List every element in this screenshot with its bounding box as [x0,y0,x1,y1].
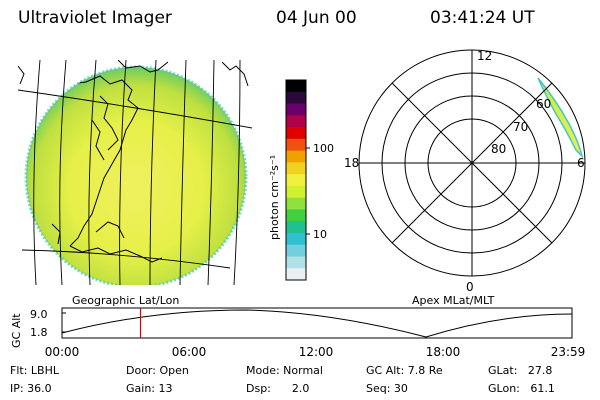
colorbar-segment [286,209,306,222]
colorbar-segment [286,185,306,199]
colorbar-segment [286,197,306,210]
earth-disk [26,67,246,285]
altitude-ytick-label-high: 9.0 [30,308,48,321]
xtick-label-1200: 12:00 [299,345,334,359]
colorbar-segment [286,232,306,246]
time-label: 03:41:24 UT [430,8,535,28]
colorbar-segment [286,256,306,269]
colorbar-unit-label: photon cm⁻²s⁻¹ [268,155,281,240]
info-mode: Mode: Normal [246,364,323,377]
colorbar-label-100: 100 [313,142,334,155]
colorbar-segment [286,103,306,116]
mlt-label-0: 0 [466,280,474,294]
colorbar-segment [286,162,306,175]
app-title: Ultraviolet Imager [18,8,172,28]
polar-diagonal-2 [391,82,553,244]
geographic-image [18,60,252,285]
info-ip: IP: 36.0 [10,382,52,395]
xtick-label-1800: 18:00 [426,345,461,359]
date-label: 04 Jun 00 [276,8,357,28]
colorbar-segment [286,150,306,163]
colorbar-segment [286,174,306,187]
info-flt: Flt: LBHL [10,364,59,377]
colorbar-segment [286,80,306,93]
mlat-label-60: 60 [536,97,551,111]
colorbar [286,80,306,281]
info-gain: Gain: 13 [126,382,173,395]
altitude-curve [61,309,573,338]
colorbar-segment [286,268,306,281]
info-gc-alt: GC Alt: 7.8 Re [366,364,443,377]
colorbar-frame [285,79,307,281]
altitude-ylabel: GC Alt [10,313,23,348]
colorbar-segment [286,138,306,152]
colorbar-segment [286,91,306,105]
mlat-label-70: 70 [513,120,528,134]
info-glon: GLon: 61.1 [488,382,555,395]
graticule [18,60,252,285]
auroral-oval [537,77,584,159]
mlt-label-6: 6 [577,156,585,170]
colorbar-segment [286,115,306,128]
mlt-label-12: 12 [477,49,492,63]
outer-coastlines [18,60,249,87]
info-seq: Seq: 30 [366,382,408,395]
xtick-label-0600: 06:00 [172,345,207,359]
xtick-label-0000: 00:00 [45,345,80,359]
apex-panel-label: Apex MLat/MLT [412,294,495,307]
xtick-label-2359: 23:59 [551,345,586,359]
colorbar-label-10: 10 [313,228,327,241]
altitude-plot-frame [61,307,573,339]
altitude-ytick-label-low: 1.8 [30,326,48,339]
mlat-label-80: 80 [491,142,506,156]
polar-plot: 12 18 6 0 60 70 80 [344,49,586,294]
geographic-panel-label: Geographic Lat/Lon [72,294,179,307]
info-door: Door: Open [126,364,189,377]
mlt-label-18: 18 [344,156,359,170]
colorbar-segment [286,221,306,234]
coastlines [51,75,163,263]
info-glat: GLat: 27.8 [488,364,553,377]
colorbar-segment [286,127,306,140]
info-dsp: Dsp: 2.0 [246,382,310,395]
altitude-plot: GC Alt 9.0 1.8 00:00 06:00 12:00 18:00 2… [10,307,586,359]
colorbar-segment [286,244,306,257]
